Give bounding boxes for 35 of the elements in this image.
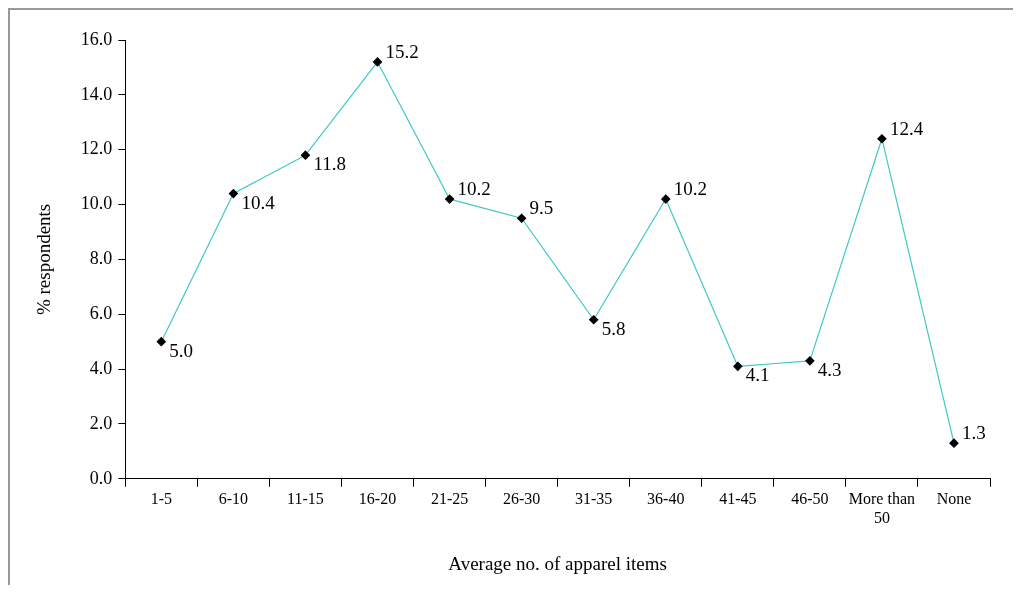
y-tick-label: 2.0 [89, 412, 113, 433]
y-tick-label: 12.0 [80, 138, 113, 159]
x-tick-label: 21-25 [430, 489, 469, 507]
data-label: 15.2 [385, 40, 419, 62]
x-tick-label: 36-40 [647, 489, 685, 507]
x-tick-label: 26-30 [502, 489, 541, 507]
data-label: 1.3 [961, 422, 986, 444]
y-tick-label: 16.0 [80, 28, 113, 49]
y-tick-label: 14.0 [80, 83, 113, 104]
y-tick-label: 0.0 [89, 467, 113, 488]
x-tick-label: 6-10 [218, 489, 249, 507]
data-label: 10.4 [241, 191, 276, 213]
x-axis-title: Average no. of apparel items [448, 552, 667, 574]
data-label: 9.5 [529, 197, 554, 219]
x-tick-label: More than 50 [848, 489, 916, 526]
data-label: 10.2 [457, 178, 491, 200]
data-label: 5.8 [601, 317, 626, 339]
x-tick-label: 16-20 [358, 489, 397, 507]
x-tick-label: 31-35 [575, 489, 613, 507]
y-tick-label: 6.0 [89, 302, 113, 323]
y-tick-label: 8.0 [89, 248, 113, 269]
y-tick-label: 4.0 [89, 357, 113, 378]
x-tick-label: 46-50 [791, 489, 829, 507]
x-tick-label: 41-45 [719, 489, 757, 507]
data-label: 4.3 [817, 358, 842, 380]
data-label: 12.4 [889, 117, 924, 139]
data-label: 10.2 [673, 178, 707, 200]
x-tick-label: 1-5 [150, 489, 172, 507]
x-tick-label: 11-15 [287, 489, 324, 507]
data-label: 4.1 [745, 364, 770, 386]
x-tick-label: None [936, 489, 972, 507]
data-label: 11.8 [313, 153, 346, 175]
y-axis-title: % respondents [33, 203, 55, 316]
y-tick-label: 10.0 [80, 193, 113, 214]
data-label: 5.0 [169, 339, 194, 361]
